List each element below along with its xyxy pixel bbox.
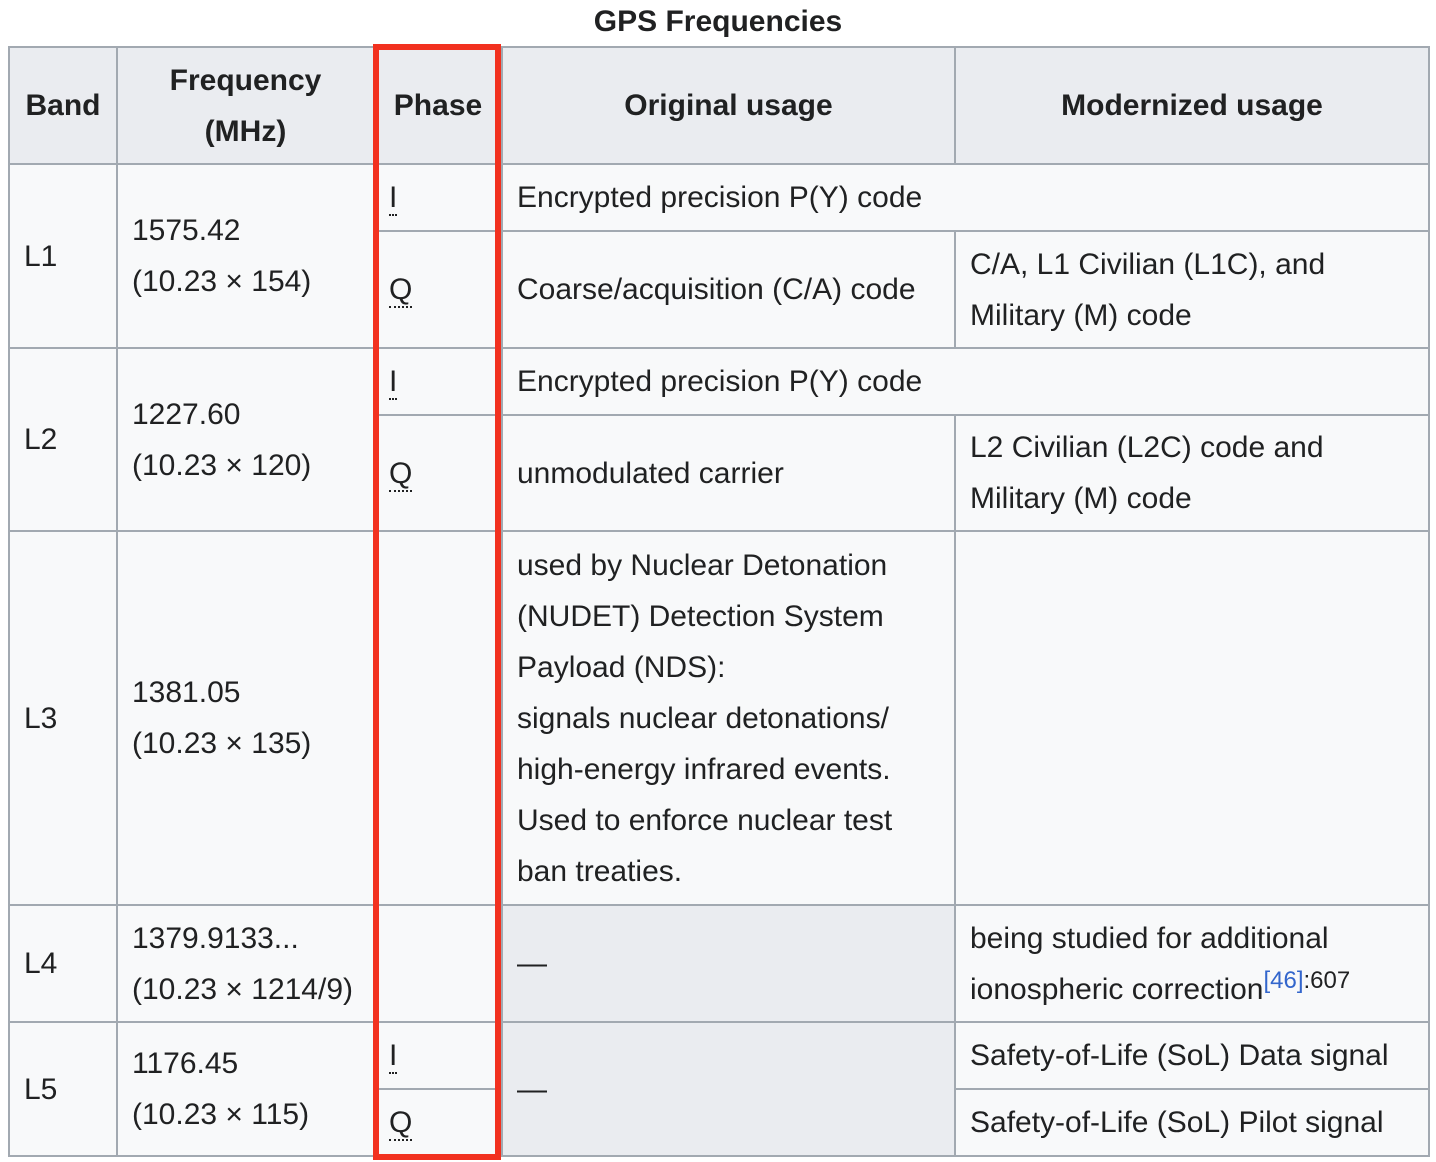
- original-line: (NUDET) Detection System: [517, 599, 884, 633]
- original-usage-cell: unmodulated carrier: [501, 414, 956, 532]
- modernized-line: C/A, L1 Civilian (L1C), and: [970, 247, 1326, 281]
- gps-frequencies-table: Band Frequency (MHz) Phase Original usag…: [8, 46, 1430, 1157]
- phase-cell: Q: [373, 230, 503, 349]
- phase-i-abbr[interactable]: I: [389, 1039, 398, 1074]
- reference-page: :607: [1303, 966, 1351, 994]
- table-row: Q Coarse/acquisition (C/A) code C/A, L1 …: [9, 230, 1430, 349]
- modernized-line: L2 Civilian (L2C) code and: [970, 431, 1324, 464]
- modernized-usage-cell: L2 Civilian (L2C) code and Military (M) …: [954, 414, 1430, 532]
- phase-q-abbr[interactable]: Q: [389, 273, 413, 308]
- phase-i-abbr[interactable]: I: [389, 365, 398, 400]
- table-caption: GPS Frequencies: [593, 5, 843, 38]
- header-modernized-usage: Modernized usage: [954, 46, 1430, 165]
- frequency-multiplier: (10.23 × 154): [132, 265, 312, 298]
- frequency-multiplier: (10.23 × 1214/9): [132, 972, 354, 1006]
- header-original-usage: Original usage: [501, 46, 956, 165]
- modernized-usage-cell: being studied for additional ionospheric…: [954, 904, 1430, 1023]
- phase-i-abbr[interactable]: I: [389, 181, 398, 216]
- modernized-usage-cell: Safety-of-Life (SoL) Data signal: [954, 1021, 1430, 1090]
- usage-cell: Encrypted precision P(Y) code: [501, 347, 1430, 416]
- phase-cell: [373, 530, 503, 906]
- frequency-cell: 1575.42 (10.23 × 154): [116, 163, 375, 349]
- phase-q-abbr[interactable]: Q: [389, 1106, 413, 1141]
- band-cell: L5: [8, 1021, 118, 1157]
- frequency-multiplier: (10.23 × 115): [132, 1098, 310, 1131]
- modernized-line: Military (M) code: [970, 482, 1192, 515]
- header-band: Band: [8, 46, 118, 165]
- header-phase: Phase: [373, 46, 503, 165]
- original-usage-cell: —: [501, 1021, 956, 1157]
- frequency-cell: 1176.45 (10.23 × 115): [116, 1021, 375, 1157]
- modernized-usage-cell: Safety-of-Life (SoL) Pilot signal: [954, 1088, 1430, 1157]
- usage-cell: Encrypted precision P(Y) code: [501, 163, 1430, 232]
- phase-cell: [373, 904, 503, 1023]
- original-line: ban treaties.: [517, 854, 683, 888]
- modernized-line: ionospheric correction: [970, 972, 1264, 1006]
- table-row: L1 1575.42 (10.23 × 154) I Encrypted pre…: [8, 163, 1430, 349]
- frequency-value: 1227.60: [132, 397, 241, 431]
- original-usage-cell: —: [501, 904, 956, 1023]
- phase-q-abbr[interactable]: Q: [389, 456, 413, 492]
- frequency-cell: 1381.05 (10.23 × 135): [116, 530, 375, 906]
- phase-cell: I: [373, 347, 503, 416]
- modernized-usage-cell: [954, 530, 1430, 906]
- original-line: signals nuclear detonations/: [517, 701, 889, 735]
- phase-cell: I: [373, 163, 503, 232]
- modernized-usage-cell: C/A, L1 Civilian (L1C), and Military (M)…: [954, 230, 1430, 349]
- table-row: L5 1176.45 (10.23 × 115) I — Safety-of-L…: [8, 1021, 1430, 1157]
- band-cell: L3: [8, 530, 118, 906]
- modernized-line: being studied for additional: [970, 921, 1329, 955]
- band-cell: L1: [8, 163, 118, 349]
- original-line: used by Nuclear Detonation: [517, 548, 888, 582]
- original-line: high-energy infrared events.: [517, 752, 891, 786]
- band-cell: L2: [8, 347, 118, 532]
- modernized-line: Military (M) code: [970, 298, 1192, 332]
- phase-cell: I: [373, 1021, 503, 1090]
- table-row: Q unmodulated carrier L2 Civilian (L2C) …: [9, 414, 1430, 532]
- header-row: Band Frequency (MHz) Phase Original usag…: [8, 46, 1430, 165]
- frequency-value: 1575.42: [132, 214, 241, 247]
- frequency-value: 1176.45: [132, 1047, 239, 1080]
- reference-sup: [46]:607: [1263, 967, 1350, 994]
- original-line: Used to enforce nuclear test: [517, 803, 893, 837]
- frequency-value: 1381.05: [132, 676, 241, 709]
- frequency-value: 1379.9133...: [132, 921, 299, 955]
- band-cell: L4: [8, 904, 118, 1023]
- original-usage-cell: used by Nuclear Detonation (NUDET) Detec…: [501, 530, 956, 906]
- frequency-multiplier: (10.23 × 135): [132, 727, 312, 760]
- table-row: L4 1379.9133... (10.23 × 1214/9) — being…: [8, 904, 1430, 1023]
- table-row: L3 1381.05 (10.23 × 135) used by Nuclear…: [8, 530, 1430, 906]
- frequency-cell: 1227.60 (10.23 × 120): [116, 347, 375, 532]
- original-usage-cell: Coarse/acquisition (C/A) code: [501, 230, 956, 349]
- header-frequency: Frequency (MHz): [116, 46, 375, 165]
- frequency-multiplier: (10.23 × 120): [132, 448, 312, 482]
- phase-cell: Q: [373, 1088, 503, 1157]
- original-line: Payload (NDS):: [517, 650, 726, 684]
- table-row: L2 1227.60 (10.23 × 120) I Encrypted pre…: [8, 347, 1430, 532]
- reference-link[interactable]: [46]: [1263, 966, 1304, 994]
- table-row: Q Safety-of-Life (SoL) Pilot signal: [9, 1088, 1430, 1157]
- frequency-cell: 1379.9133... (10.23 × 1214/9): [116, 904, 375, 1023]
- phase-cell: Q: [373, 414, 503, 532]
